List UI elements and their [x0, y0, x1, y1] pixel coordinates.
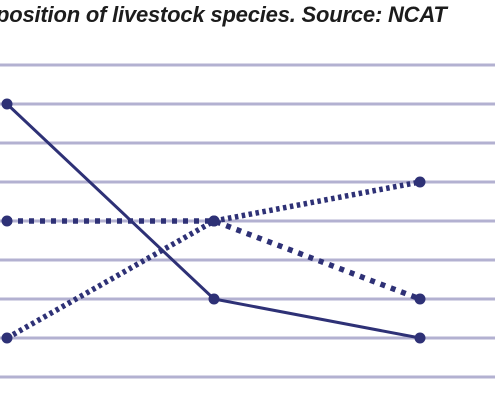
series-line-2 [7, 218, 421, 302]
gridlines [0, 63, 495, 379]
series-2-point-1 [1, 215, 13, 227]
series-3-point-3 [414, 176, 426, 188]
series-2-point-3 [414, 293, 426, 305]
series-1-point-1 [1, 98, 13, 110]
series-3-point-1 [1, 332, 13, 344]
series-1-point-2 [208, 293, 220, 305]
series-points [1, 98, 426, 344]
series-1-point-3 [414, 332, 426, 344]
series-line-3 [5, 179, 421, 341]
chart-title: position of livestock species. Source: N… [0, 2, 447, 27]
series-3-point-2 [208, 215, 220, 227]
